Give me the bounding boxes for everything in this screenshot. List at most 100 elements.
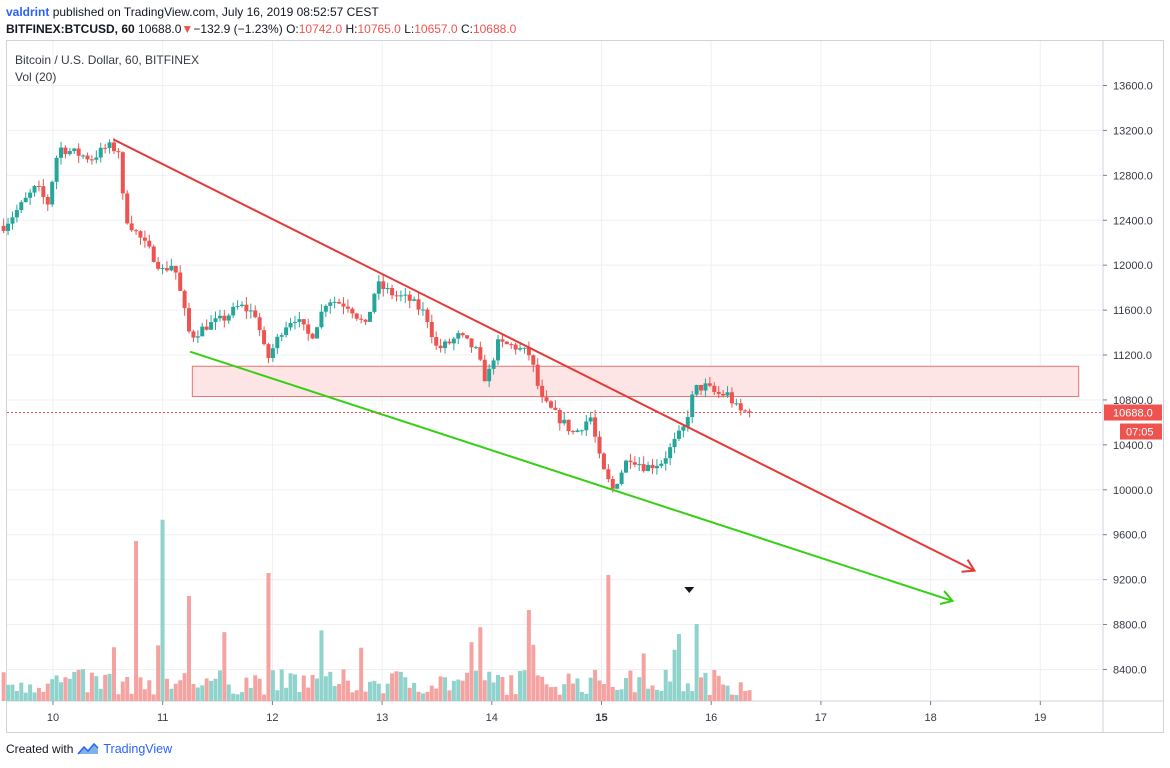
time-tick-label: 17 (815, 712, 827, 724)
candle-body (328, 302, 333, 306)
candle-body (637, 464, 642, 466)
time-axis: 10 11 12 13 14 15 16 17 18 19 (47, 701, 1046, 724)
volume-bar (253, 675, 258, 701)
candle-body (209, 322, 214, 330)
volume-bar (672, 649, 677, 701)
volume-bar (725, 685, 730, 701)
candle-body (390, 288, 395, 296)
candle-body (619, 472, 624, 484)
author-link[interactable]: valdrint (6, 5, 50, 19)
candle-body (187, 308, 192, 332)
marker-down-icon (684, 587, 695, 593)
candle-body (646, 464, 651, 472)
candle-body (332, 301, 337, 303)
volume-bar (473, 670, 478, 701)
candle-body (553, 407, 558, 410)
candle-body (478, 347, 483, 360)
candle-body (164, 268, 169, 271)
candle-body (509, 344, 514, 346)
volume-bar (743, 690, 748, 701)
volume-bar (204, 678, 209, 701)
candle-body (253, 310, 258, 318)
candle-body (151, 246, 156, 262)
candle-body (310, 333, 315, 339)
candle-body (116, 151, 121, 153)
volume-bar (213, 678, 218, 701)
volume-bar (134, 541, 139, 701)
volume-bar (116, 694, 121, 701)
countdown-tag (1120, 423, 1162, 440)
volume-bar (390, 673, 395, 701)
candle-body (279, 335, 284, 337)
volume-bar (59, 682, 64, 701)
candle-body (407, 294, 412, 301)
series-legend[interactable]: Bitcoin / U.S. Dollar, 60, BITFINEX (15, 53, 200, 67)
time-tick-label: 16 (705, 712, 717, 724)
candle-body (624, 460, 629, 473)
candle-body (443, 341, 448, 349)
candle-body (54, 157, 59, 182)
price-tick-label: 13200.0 (1113, 125, 1153, 137)
candle-body (67, 151, 72, 155)
volume-bar (350, 692, 355, 701)
volume-bar (588, 677, 593, 701)
volume-bar (235, 694, 240, 701)
candle-body (248, 310, 253, 312)
volume-bar (200, 685, 205, 701)
candle-body (584, 421, 589, 431)
candle-body (354, 313, 359, 319)
volume-bar (209, 680, 214, 701)
volume-bar (443, 677, 448, 701)
candle-body (213, 318, 218, 323)
price-axis: 13600.0 13200.0 12800.0 12400.0 12000.0 11600… (1103, 81, 1153, 676)
volume-bar (381, 693, 386, 701)
volume-bar (266, 573, 271, 701)
volume-bar (6, 684, 11, 701)
volume-bar (681, 691, 686, 701)
volume-bar (707, 694, 712, 701)
time-tick-label: 11 (157, 712, 168, 724)
candle-body (270, 348, 275, 358)
close-label: C: (460, 22, 473, 36)
volume-bar (337, 684, 342, 701)
volume-bar (244, 677, 249, 701)
volume-bar (288, 673, 293, 701)
volume-bar (50, 679, 55, 701)
volume-bar (584, 693, 589, 701)
candle-body (738, 403, 743, 411)
volume-legend[interactable]: Vol (20) (15, 70, 57, 84)
volume-bar (182, 673, 187, 701)
candle-body (579, 430, 584, 432)
candle-body (526, 347, 531, 356)
volume-bar (111, 647, 116, 701)
volume-bar (169, 688, 174, 701)
candle-body (562, 419, 567, 424)
candle-body (491, 360, 496, 369)
candle-body (668, 447, 673, 459)
volume-bar (615, 689, 620, 701)
volume-bar (628, 670, 633, 701)
candle-body (120, 152, 125, 194)
candle-body (235, 305, 240, 307)
candle-body (14, 210, 19, 218)
candle-body (103, 147, 108, 149)
volume-bar (513, 694, 518, 701)
candle-body (359, 318, 364, 320)
volume-bar (544, 684, 549, 701)
volume-bar (447, 690, 452, 701)
candle-body (690, 394, 695, 418)
tradingview-brand[interactable]: TradingView (103, 742, 173, 756)
volume-bars (1, 519, 752, 701)
volume-bar (429, 685, 434, 701)
candle-body (41, 186, 46, 197)
volume-bar (160, 519, 165, 701)
candle-body (59, 147, 64, 158)
volume-bar (729, 694, 734, 701)
volume-bar (610, 686, 615, 701)
candle-body (36, 185, 41, 187)
volume-bar (239, 692, 244, 701)
candle-body (45, 196, 50, 205)
candle-body (495, 339, 500, 361)
volume-bar (142, 689, 147, 701)
